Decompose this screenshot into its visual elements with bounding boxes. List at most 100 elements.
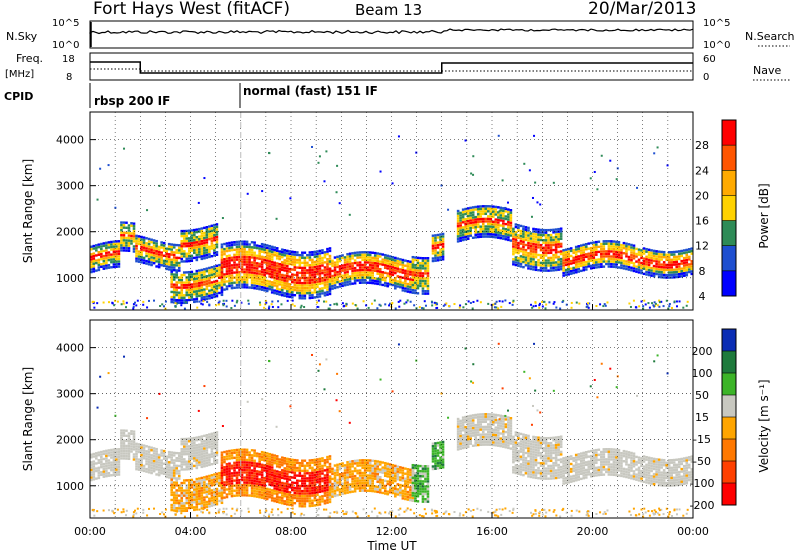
power-cell [238,245,241,249]
power-cell [388,260,392,263]
velocity-cell [253,449,256,452]
power-cell [243,243,246,246]
power-cell [655,265,658,268]
power-cell [283,269,287,272]
velocity-cell [92,475,96,479]
velocity-cell [147,455,151,459]
power-cell [358,281,362,284]
velocity-cell [172,491,176,494]
velocity-cell [145,450,148,453]
power-cell [529,232,533,235]
velocity-cell [288,478,292,481]
power-cell [185,293,189,297]
power-cell [529,247,533,250]
velocity-cell [187,506,191,510]
power-cell [456,217,460,220]
velocity-cell [298,489,302,493]
power-cell [233,241,236,244]
velocity-cell [285,498,289,501]
power-cell [220,289,224,292]
power-cell [270,258,274,261]
velocity-cell [301,479,304,483]
power-cell [388,273,392,276]
power-cell [220,291,224,294]
date-label: 20/Mar/2013 [588,0,696,19]
power-cell [311,286,314,289]
power-cell [368,253,372,257]
velocity-data-layer [90,342,694,518]
power-cell [652,264,656,268]
power-cell [296,271,299,274]
power-cell [657,263,661,266]
velocity-cell [177,509,181,513]
power-cell [145,259,148,263]
velocity-cell [170,483,173,486]
power-cell [155,247,158,250]
power-cell [403,302,406,305]
power-cell [348,255,352,258]
velocity-cell [218,474,221,477]
power-cell [190,239,194,242]
velocity-cell [205,449,209,452]
power-cell [582,248,586,252]
velocity-cell [213,431,216,435]
power-cell [213,236,216,239]
velocity-cell [198,492,201,495]
power-cell [512,245,515,248]
power-cell [341,277,344,280]
power-cell [640,300,643,303]
power-cell [507,223,510,226]
power-cell [396,270,400,273]
power-cell [542,259,545,262]
power-cell [115,245,118,248]
power-cell [125,301,128,304]
power-cell [662,268,666,272]
power-cell [642,259,646,263]
power-cell [130,237,133,240]
power-cell [378,252,382,256]
power-cell [190,296,194,299]
power-cell [345,302,348,305]
power-cell [253,266,256,270]
power-cell [630,251,633,254]
power-cell [321,277,324,280]
power-cell [647,258,651,262]
power-cell [187,247,191,250]
power-cell [193,275,196,278]
velocity-cell [140,443,143,447]
velocity-cell [285,472,289,476]
power-cell [481,235,485,238]
power-cell [321,289,324,293]
power-cell [652,274,656,278]
velocity-cell [203,481,206,484]
power-cell [383,271,387,275]
power-cell [175,248,179,252]
velocity-cell [198,487,201,490]
power-cell [95,244,98,247]
power-cell [637,266,641,269]
power-cell [622,244,626,247]
power-cell [308,263,312,267]
velocity-cell [316,491,319,494]
power-cell [657,260,661,264]
power-cell [522,250,525,254]
velocity-cell [107,449,111,452]
power-cell [361,266,364,269]
velocity-cell [190,483,194,487]
power-cell [406,299,409,302]
power-cell [187,242,191,245]
power-cell [270,291,274,294]
power-cell [278,257,282,261]
power-cell [517,259,520,262]
power-cell [625,265,628,268]
power-cell [549,249,553,252]
power-cell [293,250,297,254]
velocity-cell [110,453,113,457]
power-cell [273,291,277,295]
power-cell [685,304,688,307]
power-cell [185,234,189,238]
power-cell [399,283,402,286]
velocity-cell [203,444,206,448]
velocity-cell [185,450,189,453]
power-cell [265,246,269,250]
